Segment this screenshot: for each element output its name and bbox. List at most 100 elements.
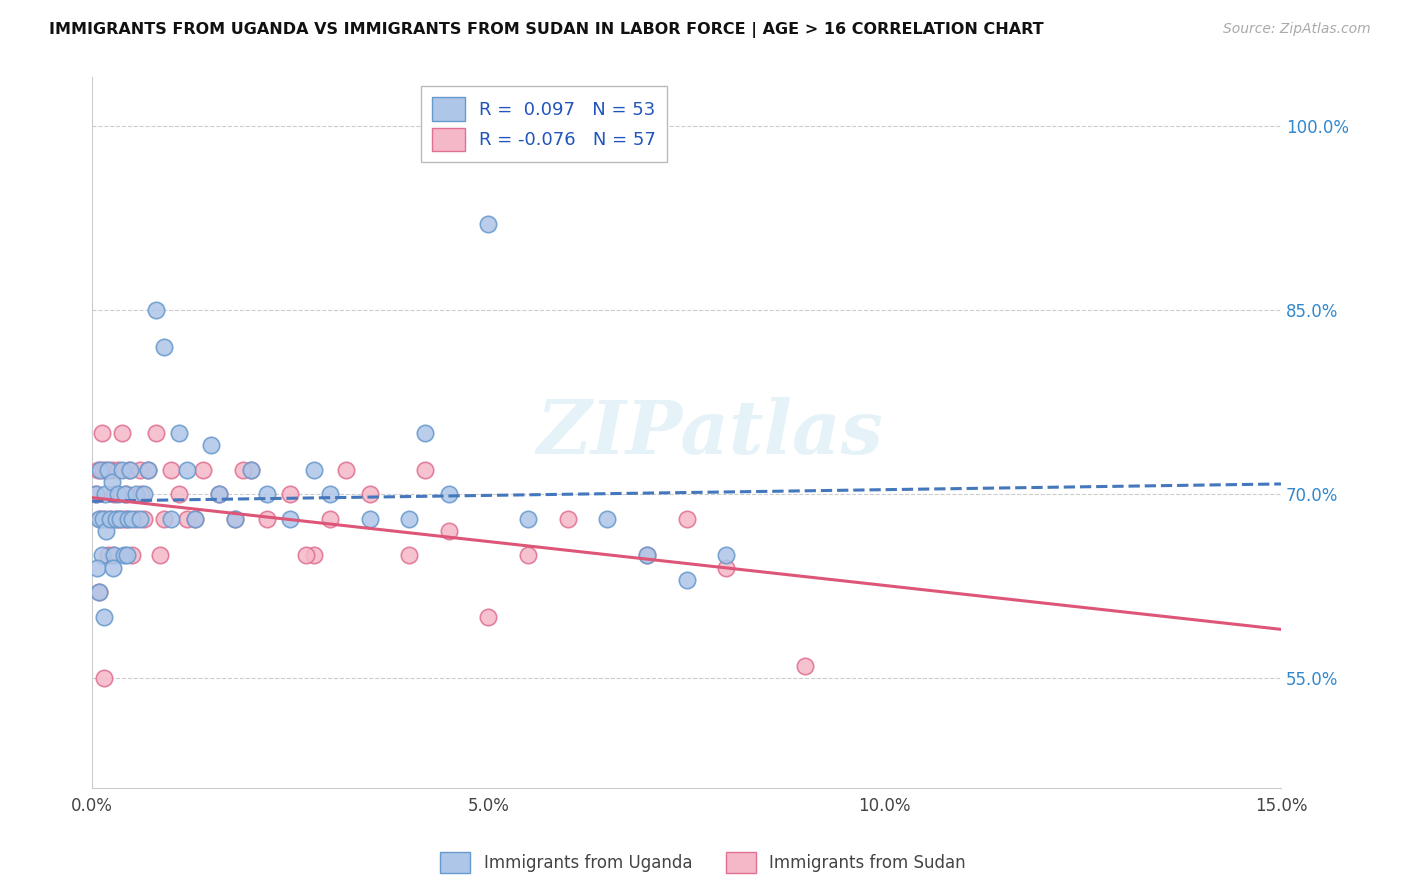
Point (104, 511, 127, 525)
Point (101, 475, 124, 489)
Point (125, 487, 148, 501)
Point (152, 511, 174, 525)
Point (91, 462, 114, 476)
Point (184, 511, 207, 525)
Point (714, 560, 737, 574)
Point (169, 425, 191, 440)
Point (184, 511, 207, 525)
Point (96, 524, 118, 538)
Point (107, 487, 129, 501)
Point (98, 511, 121, 525)
Point (87, 462, 110, 476)
Point (398, 511, 420, 525)
Point (517, 549, 540, 563)
Point (132, 487, 155, 501)
Point (131, 487, 153, 501)
Point (176, 462, 198, 476)
Point (160, 462, 183, 476)
Text: ZIPatlas: ZIPatlas (537, 397, 884, 469)
Point (89, 585, 111, 599)
Point (101, 462, 124, 476)
Point (121, 549, 143, 563)
Point (103, 487, 125, 501)
Point (87, 585, 110, 599)
Point (239, 462, 262, 476)
Point (90, 425, 112, 440)
Point (160, 511, 183, 525)
Point (359, 487, 381, 501)
Point (636, 549, 658, 563)
Point (121, 511, 143, 525)
Point (114, 487, 136, 501)
Point (208, 487, 231, 501)
Point (112, 511, 135, 525)
Point (302, 462, 325, 476)
Legend: R =  0.097   N = 53, R = -0.076   N = 57: R = 0.097 N = 53, R = -0.076 N = 57 (422, 87, 666, 161)
Point (94, 487, 117, 501)
Point (107, 462, 129, 476)
Point (90, 549, 112, 563)
Point (111, 425, 134, 440)
Point (103, 549, 125, 563)
Point (112, 549, 135, 563)
Point (319, 511, 342, 525)
Point (200, 438, 222, 452)
Point (84, 487, 107, 501)
Point (256, 511, 278, 525)
Point (84, 487, 107, 501)
Point (208, 487, 231, 501)
Point (152, 340, 174, 354)
Point (295, 549, 318, 563)
Point (93, 671, 115, 685)
Point (98, 511, 121, 525)
Point (232, 462, 254, 476)
Point (148, 549, 170, 563)
Point (115, 549, 138, 563)
Point (413, 462, 436, 476)
Point (115, 487, 138, 501)
Point (176, 511, 198, 525)
Point (278, 511, 301, 525)
Point (101, 549, 124, 563)
Point (125, 511, 148, 525)
Point (93, 609, 115, 624)
Point (108, 511, 131, 525)
Point (111, 462, 134, 476)
Point (675, 573, 697, 587)
Point (132, 511, 155, 525)
Point (278, 487, 301, 501)
Point (97, 462, 120, 476)
Point (115, 511, 138, 525)
Point (224, 511, 246, 525)
Point (302, 549, 325, 563)
Point (413, 425, 436, 440)
Point (335, 462, 357, 476)
Text: IMMIGRANTS FROM UGANDA VS IMMIGRANTS FROM SUDAN IN LABOR FORCE | AGE > 16 CORREL: IMMIGRANTS FROM UGANDA VS IMMIGRANTS FRO… (49, 22, 1043, 38)
Point (477, 218, 499, 232)
Point (136, 462, 159, 476)
Point (136, 462, 159, 476)
Point (319, 487, 342, 501)
Point (714, 549, 737, 563)
Point (675, 511, 697, 525)
Point (398, 549, 420, 563)
Point (191, 462, 214, 476)
Point (86, 560, 108, 574)
Point (224, 511, 246, 525)
Text: Source: ZipAtlas.com: Source: ZipAtlas.com (1223, 22, 1371, 37)
Point (636, 549, 658, 563)
Point (117, 511, 139, 525)
Point (557, 511, 579, 525)
Point (128, 511, 150, 525)
Point (101, 560, 124, 574)
Point (89, 511, 111, 525)
Point (128, 462, 150, 476)
Point (239, 462, 262, 476)
Point (359, 511, 381, 525)
Point (104, 511, 127, 525)
Point (94, 511, 117, 525)
Point (97, 549, 120, 563)
Point (91, 511, 114, 525)
Point (145, 303, 167, 318)
Legend: Immigrants from Uganda, Immigrants from Sudan: Immigrants from Uganda, Immigrants from … (434, 846, 972, 880)
